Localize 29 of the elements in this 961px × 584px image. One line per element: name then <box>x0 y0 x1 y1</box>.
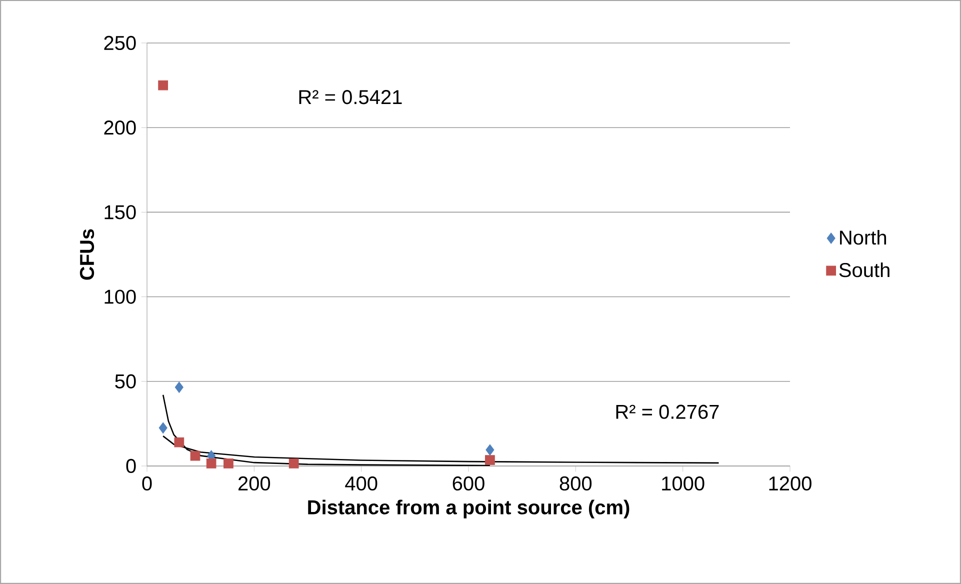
point <box>206 458 216 468</box>
legend-label: North <box>840 230 886 245</box>
y-tick-label: 50 <box>115 374 136 388</box>
x-tick-label: 400 <box>345 476 378 491</box>
y-tick-label: 0 <box>126 458 136 474</box>
point <box>158 80 168 90</box>
point <box>224 458 234 468</box>
x-tick-label: 1000 <box>662 476 704 491</box>
y-axis-title: CFUs <box>80 229 94 280</box>
x-tick-label: 600 <box>452 476 484 491</box>
legend-label: South <box>839 262 890 278</box>
y-tick-label: 250 <box>104 36 136 50</box>
x-tick-label: 200 <box>238 476 270 491</box>
x-axis-title: Distance from a point source (cm) <box>308 500 630 518</box>
point <box>174 437 184 448</box>
point <box>190 450 200 461</box>
x-tick-label: 1200 <box>769 476 812 491</box>
point <box>486 444 494 456</box>
annotation: R² = 0.5421 <box>299 90 402 104</box>
point <box>174 382 184 393</box>
point <box>158 422 168 434</box>
y-tick-label: 100 <box>104 290 136 304</box>
annotation: R² = 0.2767 <box>616 404 719 419</box>
y-tick-label: 150 <box>104 205 136 220</box>
point <box>485 455 495 466</box>
point <box>288 458 299 468</box>
x-tick-label: 800 <box>560 476 592 491</box>
y-tick-label: 200 <box>104 120 136 135</box>
x-tick-label: 0 <box>142 476 152 491</box>
